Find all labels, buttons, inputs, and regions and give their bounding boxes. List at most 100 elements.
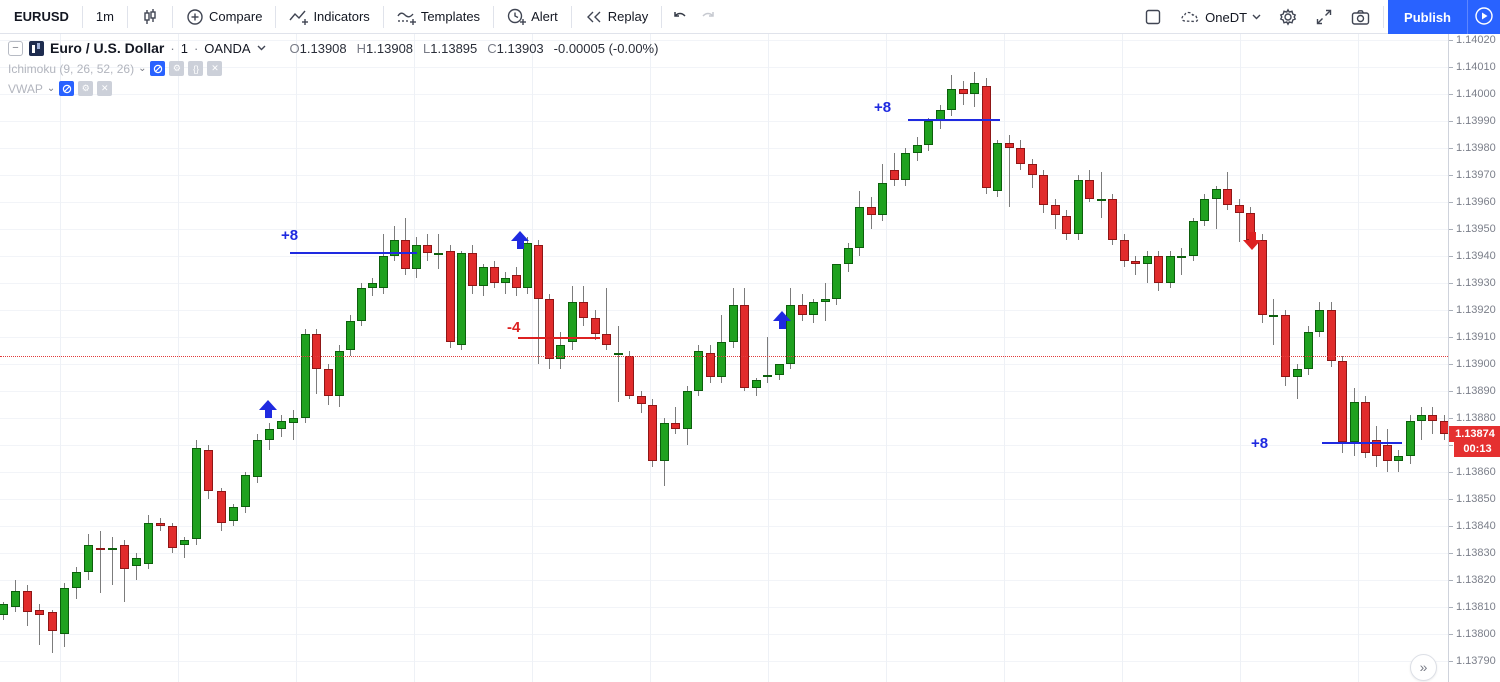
eye-hidden-icon[interactable]	[59, 81, 75, 96]
axis-tick	[1449, 94, 1453, 95]
fullscreen-button[interactable]	[1306, 0, 1342, 34]
axis-tick	[1449, 580, 1453, 581]
screenshot-button[interactable]	[1342, 0, 1379, 34]
price-tick-label: 1.13900	[1456, 358, 1496, 370]
legend-separator: ·	[170, 40, 175, 56]
candle	[324, 369, 333, 397]
current-price-label: 1.13874	[1449, 426, 1500, 443]
indicator-settings-gear-icon[interactable]: ⚙	[78, 81, 94, 96]
price-tick-label: 1.13960	[1456, 196, 1496, 208]
indicators-icon	[289, 8, 309, 26]
candle	[671, 423, 680, 429]
candle	[786, 304, 795, 364]
price-tick-label: 1.13830	[1456, 547, 1496, 559]
candle	[763, 374, 772, 378]
candle	[1304, 331, 1313, 370]
symbol-button[interactable]: EURUSD	[0, 0, 78, 34]
candle	[970, 83, 979, 94]
redo-button[interactable]	[694, 0, 722, 34]
h-gridline	[0, 283, 1448, 284]
candle	[1269, 315, 1278, 318]
axis-tick	[1449, 526, 1453, 527]
toolbar-separator	[570, 5, 572, 28]
candle	[1338, 361, 1347, 443]
ohlc-values: O1.13908 H1.13908 L1.13895 C1.13903	[290, 41, 544, 56]
indicator-row-ichimoku[interactable]: Ichimoku (9, 26, 52, 26) ⌄ ⚙ {} ✕	[8, 61, 658, 76]
price-tick-label: 1.13810	[1456, 601, 1496, 613]
h-gridline	[0, 337, 1448, 338]
candle	[1440, 420, 1448, 435]
indicator-row-vwap[interactable]: VWAP ⌄ ⚙ ✕	[8, 81, 658, 96]
candle	[1394, 455, 1403, 462]
candle-wick	[505, 272, 506, 294]
h-gridline	[0, 67, 1448, 68]
publish-play-button[interactable]	[1467, 0, 1500, 34]
indicator-remove-icon[interactable]: ✕	[97, 81, 113, 96]
axis-tick	[1449, 472, 1453, 473]
candle	[446, 250, 455, 343]
templates-button[interactable]: Templates	[388, 0, 489, 34]
v-gridline	[768, 0, 769, 682]
layout-button[interactable]	[1135, 0, 1171, 34]
candle	[993, 142, 1002, 192]
chart-plot-area[interactable]: +8 -4 +8 +8	[0, 0, 1448, 682]
h-gridline	[0, 553, 1448, 554]
candle	[740, 304, 749, 389]
indicator-remove-icon[interactable]: ✕	[207, 61, 223, 76]
scroll-right-button[interactable]: »	[1410, 654, 1437, 681]
ohlc-pair: C1.13903	[487, 40, 544, 56]
axis-tick	[1449, 310, 1453, 311]
indicators-button[interactable]: Indicators	[280, 0, 378, 34]
candle	[729, 304, 738, 343]
v-gridline	[1240, 0, 1241, 682]
eye-hidden-icon[interactable]	[150, 61, 166, 76]
candle-wick	[1135, 256, 1136, 275]
candle	[809, 301, 818, 316]
toolbar-separator	[171, 5, 173, 28]
candle	[1189, 220, 1198, 256]
candle	[614, 353, 623, 356]
h-gridline	[0, 472, 1448, 473]
interval-button[interactable]: 1m	[87, 0, 123, 34]
cloud-save-button[interactable]: OneDT	[1171, 0, 1270, 34]
candle	[1372, 439, 1381, 456]
candle	[217, 490, 226, 524]
candle	[625, 355, 634, 397]
candle	[144, 523, 153, 564]
chart-style-button[interactable]	[132, 0, 168, 34]
trade-pips-label: -4	[507, 319, 521, 336]
legend-collapse-icon[interactable]: −	[8, 40, 23, 56]
candle	[48, 612, 57, 632]
h-gridline	[0, 607, 1448, 608]
symbol-title[interactable]: Euro / U.S. Dollar	[50, 40, 165, 56]
candle	[1223, 188, 1232, 205]
h-gridline	[0, 94, 1448, 95]
candle	[901, 153, 910, 181]
interval-label: 1m	[95, 9, 114, 24]
top-toolbar: EURUSD 1m Compare	[0, 0, 1500, 34]
h-gridline	[0, 148, 1448, 149]
candle-wick	[675, 407, 676, 435]
candle	[204, 450, 213, 491]
price-tick-label: 1.13950	[1456, 223, 1496, 235]
alert-button[interactable]: Alert	[498, 0, 567, 34]
compare-button[interactable]: Compare	[177, 0, 271, 34]
fullscreen-icon	[1315, 8, 1333, 26]
chevron-down-icon: ⌄	[138, 63, 147, 74]
candle	[648, 404, 657, 462]
indicator-source-code-icon[interactable]: {}	[188, 61, 204, 76]
candle	[192, 447, 201, 540]
indicator-settings-gear-icon[interactable]: ⚙	[169, 61, 185, 76]
candle	[1062, 215, 1071, 235]
candle	[23, 590, 32, 613]
settings-button[interactable]	[1270, 0, 1306, 34]
replay-button[interactable]: Replay	[576, 0, 657, 34]
price-axis[interactable]: 1.14020 1.14010 1.14000 1.13990 1.13980 1.139…	[1448, 0, 1500, 682]
undo-button[interactable]	[666, 0, 694, 34]
candle	[534, 245, 543, 300]
legend-main-row[interactable]: − Euro / U.S. Dollar · 1 · OANDA O1.1390…	[8, 40, 658, 56]
chevron-down-icon[interactable]	[257, 43, 266, 54]
publish-button[interactable]: Publish	[1388, 0, 1467, 34]
candle-wick	[124, 539, 125, 602]
